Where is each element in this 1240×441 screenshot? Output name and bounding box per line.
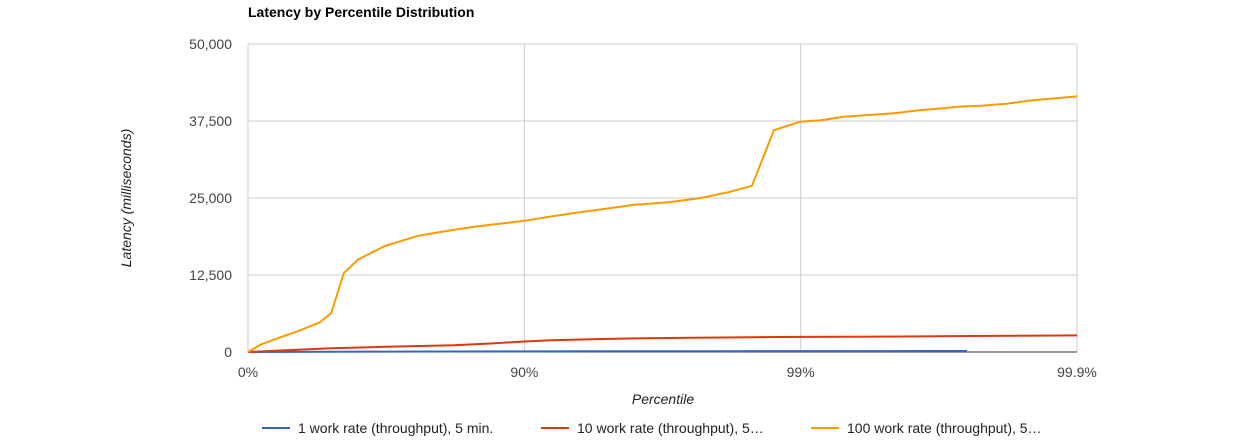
legend-label-1: 1 work rate (throughput), 5 min. bbox=[298, 420, 493, 436]
y-tick-label: 0 bbox=[224, 344, 232, 360]
y-axis-title: Latency (milliseconds) bbox=[118, 129, 134, 268]
y-axis-ticks: 0 12,500 25,000 37,500 50,000 bbox=[189, 36, 232, 360]
legend: 1 work rate (throughput), 5 min. 10 work … bbox=[262, 420, 1042, 436]
gridlines bbox=[247, 43, 1078, 353]
x-tick-label: 90% bbox=[510, 364, 538, 380]
legend-label-2: 10 work rate (throughput), 5… bbox=[577, 420, 764, 436]
y-tick-label: 37,500 bbox=[189, 113, 232, 129]
legend-label-3: 100 work rate (throughput), 5… bbox=[847, 420, 1042, 436]
x-tick-label: 99.9% bbox=[1057, 364, 1097, 380]
series-line-2 bbox=[247, 334, 1078, 353]
x-axis-ticks: 0% 90% 99% 99.9% bbox=[238, 364, 1097, 380]
x-axis-title: Percentile bbox=[632, 391, 694, 407]
chart-title: Latency by Percentile Distribution bbox=[248, 4, 474, 20]
y-tick-label: 50,000 bbox=[189, 36, 232, 52]
series-line-3 bbox=[247, 95, 1078, 353]
series-line-1 bbox=[247, 350, 967, 353]
y-tick-label: 12,500 bbox=[189, 267, 232, 283]
series-lines bbox=[247, 95, 1078, 353]
y-tick-label: 25,000 bbox=[189, 190, 232, 206]
x-tick-label: 0% bbox=[238, 364, 258, 380]
x-tick-label: 99% bbox=[787, 364, 815, 380]
